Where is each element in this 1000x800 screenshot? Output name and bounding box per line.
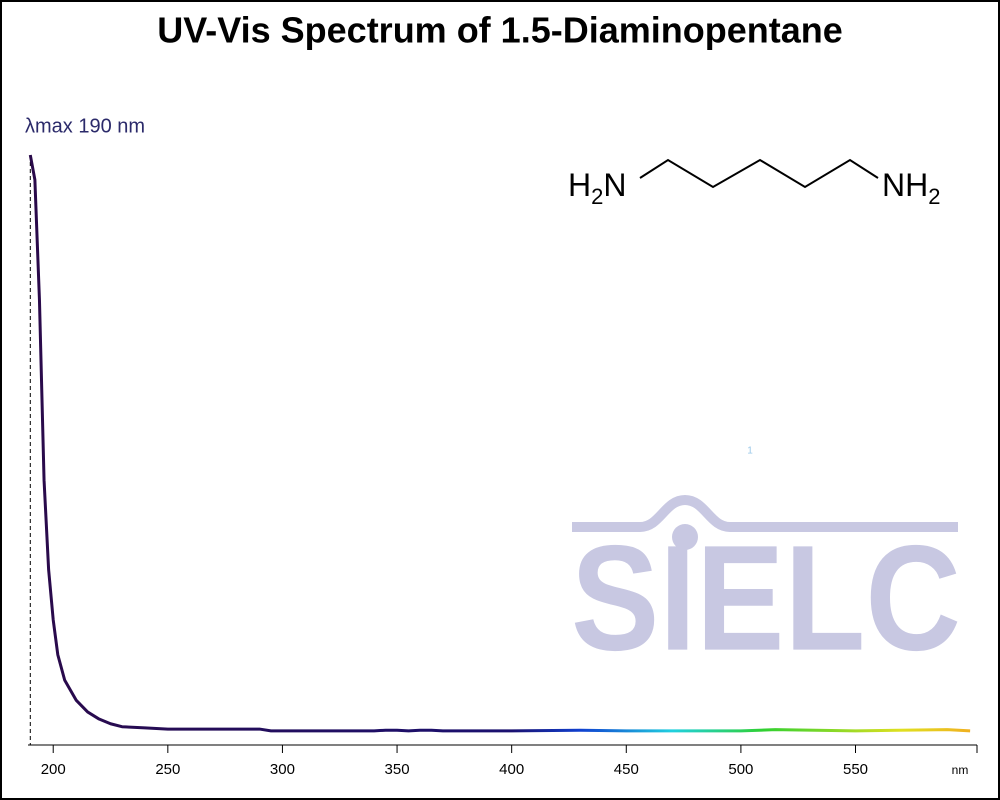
x-tick-label: 550 xyxy=(843,761,868,778)
x-tick-label: 200 xyxy=(41,761,66,778)
x-tick-label: 300 xyxy=(270,761,295,778)
molecule-label: H2N xyxy=(568,167,626,208)
spectrum-line xyxy=(28,154,971,733)
marker-note: 1 xyxy=(747,446,753,457)
x-axis-label: nm xyxy=(952,763,969,777)
x-tick-label: 350 xyxy=(385,761,410,778)
x-tick-label: 250 xyxy=(155,761,180,778)
annotation: λmax 190 nm xyxy=(25,115,145,137)
molecule: H2N NH2 xyxy=(568,158,940,209)
watermark: SIELC xyxy=(571,514,961,682)
molecule-label: NH2 xyxy=(882,167,940,208)
x-tick-label: 500 xyxy=(728,761,753,778)
x-tick-label: 400 xyxy=(499,761,524,778)
chart-title: UV-Vis Spectrum of 1.5-Diaminopentane xyxy=(157,10,843,51)
x-tick-label: 450 xyxy=(614,761,639,778)
watermark-logo: SIELC xyxy=(571,494,961,682)
